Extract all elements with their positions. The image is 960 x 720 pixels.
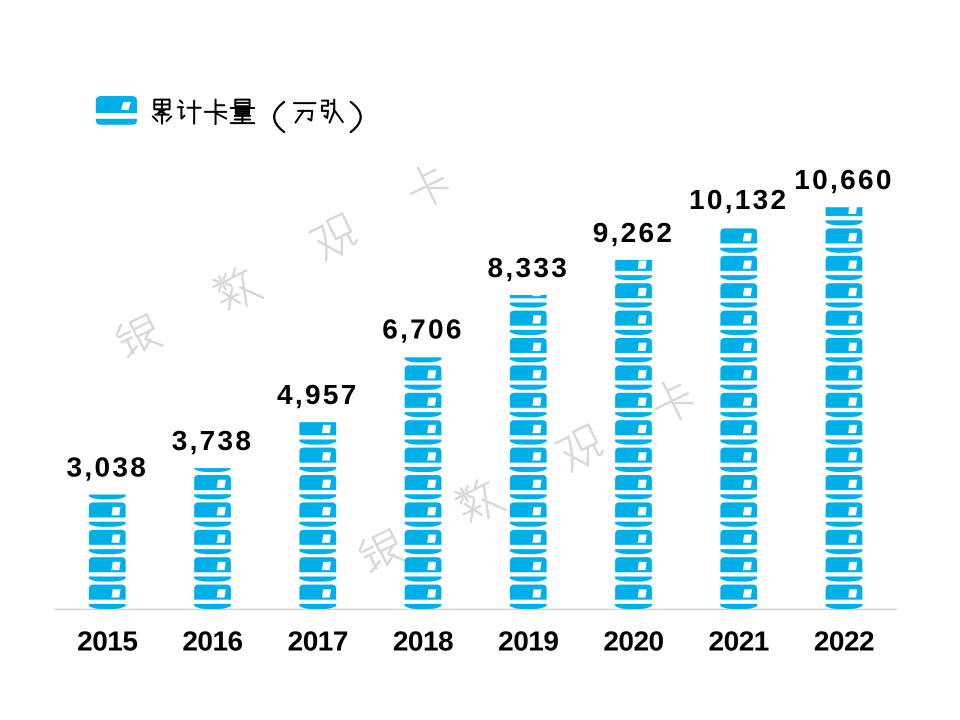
- svg-text:2018: 2018: [393, 626, 453, 657]
- svg-text:2017: 2017: [288, 626, 348, 657]
- svg-text:10,660: 10,660: [794, 164, 893, 195]
- svg-text:8,333: 8,333: [488, 252, 570, 283]
- svg-text:9,262: 9,262: [593, 217, 675, 248]
- svg-text:2020: 2020: [603, 626, 663, 657]
- svg-text:2022: 2022: [814, 626, 874, 657]
- svg-text:2019: 2019: [498, 626, 558, 657]
- svg-text:2016: 2016: [182, 626, 242, 657]
- svg-text:4,957: 4,957: [277, 379, 359, 410]
- svg-text:10,132: 10,132: [689, 184, 788, 215]
- svg-text:3,038: 3,038: [67, 452, 149, 483]
- svg-text:2021: 2021: [709, 626, 769, 657]
- svg-text:2015: 2015: [77, 626, 137, 657]
- svg-text:6,706: 6,706: [382, 313, 464, 344]
- svg-text:3,738: 3,738: [172, 425, 254, 456]
